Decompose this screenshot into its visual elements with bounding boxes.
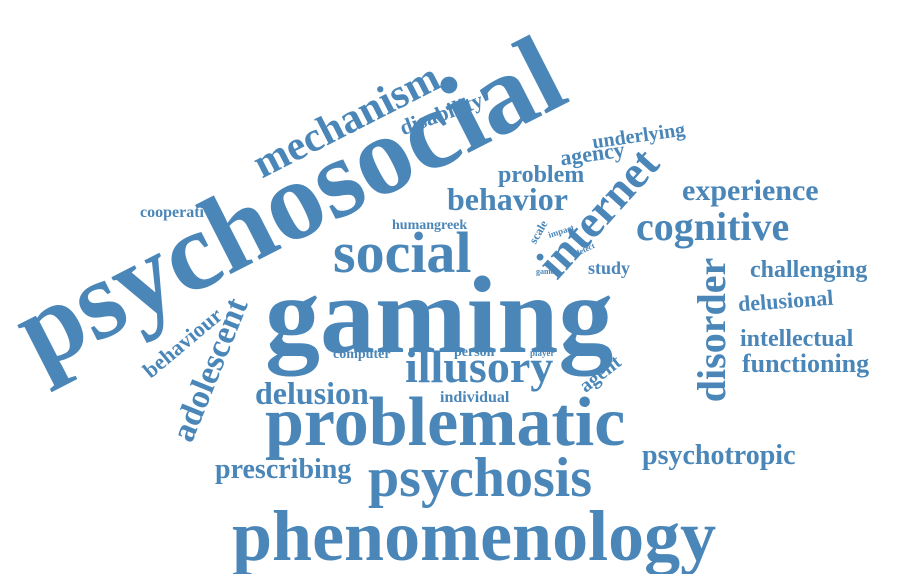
word-cognitive: cognitive — [636, 204, 790, 249]
word-problematic: problematic — [265, 384, 626, 461]
word-study: study — [588, 258, 631, 278]
word-greek: greek — [434, 218, 468, 233]
word-social: social — [333, 220, 472, 285]
word-person: person — [454, 345, 495, 360]
word-psychotropic: psychotropic — [642, 440, 796, 471]
word-cooperative: cooperative — [140, 204, 220, 221]
word-computer: computer — [333, 347, 391, 362]
word-human: human — [392, 218, 435, 233]
word-experience: experience — [682, 174, 819, 207]
word-delusional: delusional — [737, 284, 835, 317]
word-challenging: challenging — [750, 257, 868, 283]
word-illusory: illusory — [405, 341, 554, 392]
word-delusion: delusion — [255, 375, 369, 411]
word-prescribing: prescribing — [215, 454, 352, 485]
word-behavior: behavior — [447, 181, 568, 217]
word-psychosis: psychosis — [368, 447, 593, 509]
word-phenomenology: phenomenology — [232, 496, 717, 574]
word-player: player — [530, 348, 555, 358]
word-gaming: gaming — [265, 254, 614, 376]
word-individual: individual — [440, 389, 510, 406]
word-game: game — [536, 267, 555, 276]
word-functioning: functioning — [742, 349, 870, 378]
word-disorder: disorder — [689, 257, 735, 403]
word-problem: problem — [498, 162, 585, 188]
word-intellectual: intellectual — [740, 326, 854, 352]
